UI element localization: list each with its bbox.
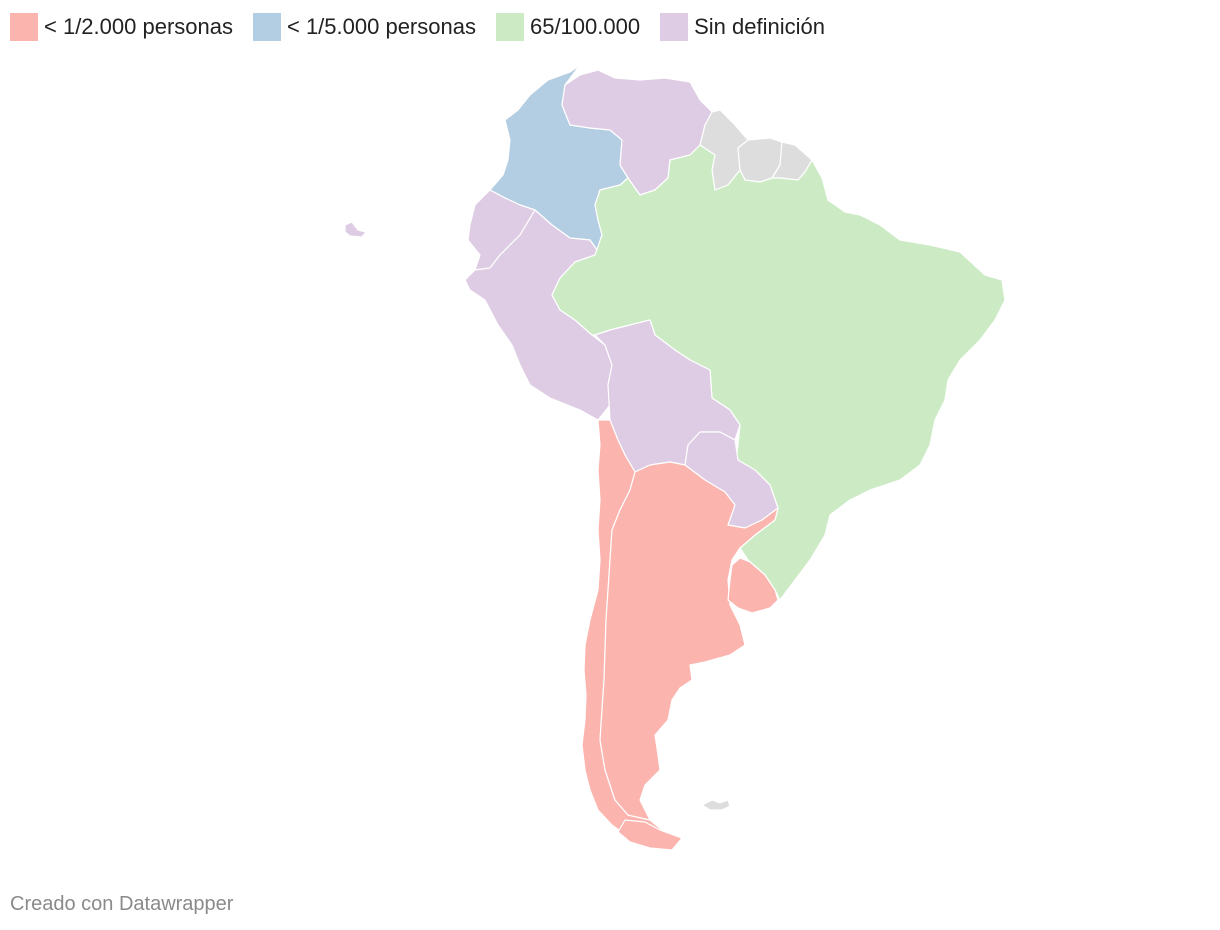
legend-item-lt-1-5000: < 1/5.000 personas — [252, 13, 476, 41]
island-galapagos — [344, 221, 367, 238]
legend-swatch-purple — [660, 13, 689, 41]
legend-label: 65/100.000 — [529, 14, 641, 39]
island-falklands — [701, 799, 731, 811]
legend-label: Sin definición — [694, 14, 825, 39]
legend-item-sin-definicion: Sin definición — [660, 13, 825, 41]
country-argentina[interactable] — [599, 461, 779, 821]
south-america-map — [344, 64, 1006, 851]
legend-item-65-100000: 65/100.000 — [495, 13, 641, 41]
legend-label: < 1/5.000 personas — [286, 14, 476, 39]
island-tierra-del-fuego — [617, 819, 683, 851]
legend-swatch-blue — [252, 13, 281, 41]
credit-text: Creado con Datawrapper — [10, 893, 234, 915]
legend-item-lt-1-2000: < 1/2.000 personas — [10, 13, 233, 41]
legend-swatch-green — [495, 13, 524, 41]
legend-label: < 1/2.000 personas — [44, 14, 233, 39]
legend-swatch-red — [10, 13, 38, 41]
map-legend: < 1/2.000 personas < 1/5.000 personas 65… — [10, 12, 845, 42]
country-uruguay[interactable] — [727, 557, 779, 614]
